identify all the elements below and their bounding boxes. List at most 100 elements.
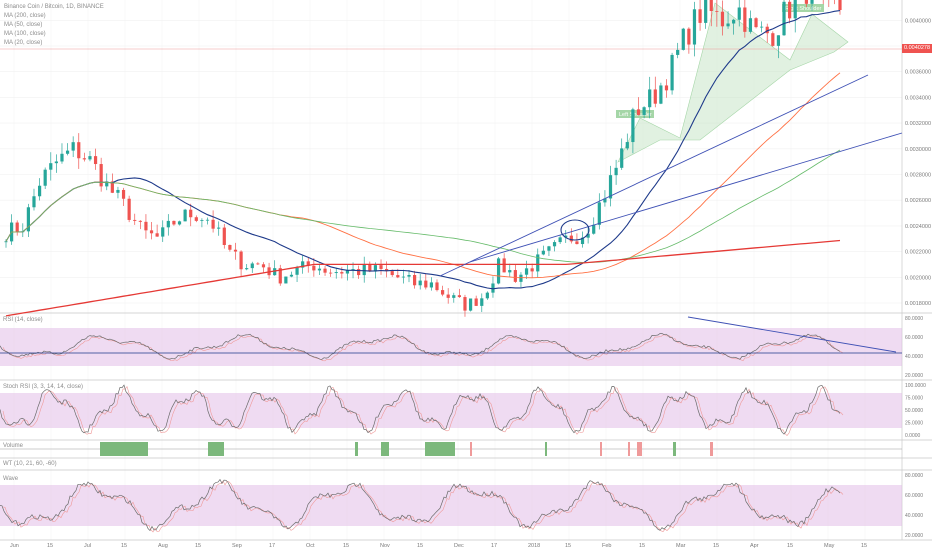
candle-body	[116, 189, 120, 193]
price-tick-label: 0.0028000	[905, 173, 931, 179]
candle-body	[653, 89, 657, 104]
candle-body	[379, 265, 383, 269]
stoch-tick-label: 100.0000	[905, 383, 926, 389]
time-tick-label: 15	[639, 543, 645, 549]
time-tick-label: Oct	[306, 543, 315, 549]
stoch-band	[0, 393, 902, 428]
wave-label: Wave	[3, 476, 19, 482]
candle-body	[704, 0, 708, 23]
ma-50-label: MA (50, close)	[4, 22, 43, 28]
candle-body	[603, 198, 607, 203]
volume-label: Volume	[3, 443, 24, 449]
candle-body	[771, 33, 775, 46]
candle-body	[692, 9, 697, 45]
time-tick-label: 15	[121, 543, 127, 549]
candle-body	[782, 1, 786, 36]
candle-body	[110, 181, 114, 193]
time-tick-label: 15	[861, 543, 867, 549]
stoch-tick-label: 0.0000	[905, 433, 921, 439]
candle-body	[440, 290, 445, 295]
time-tick-label: Feb	[602, 543, 611, 549]
candle-body	[407, 274, 411, 277]
candle-body	[670, 54, 674, 91]
candle-body	[687, 28, 691, 45]
time-tick-label: 17	[491, 543, 497, 549]
candle-body	[228, 245, 232, 250]
candle-body	[149, 230, 154, 234]
time-tick-label: 15	[713, 543, 719, 549]
candle-body	[189, 209, 193, 218]
candle-body	[351, 269, 355, 271]
price-tick-label: 0.0040000	[905, 18, 931, 24]
candle-body	[446, 294, 450, 298]
candle-body	[435, 282, 439, 291]
time-tick-label: Dec	[454, 543, 464, 549]
volume-green-block	[355, 442, 358, 456]
volume-green-block	[425, 442, 455, 456]
rsi-band	[0, 328, 902, 366]
candle-body	[373, 265, 378, 272]
ma-200-label: MA (200, close)	[4, 13, 46, 19]
candle-body	[261, 264, 266, 268]
candle-body	[620, 148, 624, 168]
candle-body	[732, 19, 736, 24]
candle-body	[172, 220, 176, 225]
ma-20-line	[5, 10, 841, 290]
candle-body	[396, 275, 400, 278]
candle-body	[597, 202, 601, 225]
candle-body	[547, 246, 551, 251]
candle-body	[491, 283, 495, 293]
price-tick-label: 0.0034000	[905, 95, 931, 101]
candle-body	[250, 263, 254, 269]
candle-body	[810, 0, 814, 4]
candle-body	[127, 198, 131, 220]
candle-body	[60, 153, 64, 162]
candle-body	[480, 298, 484, 306]
candle-body	[233, 249, 238, 252]
time-tick-label: 2018	[528, 543, 540, 549]
candle-body	[720, 11, 725, 27]
candle-body	[496, 258, 501, 284]
candle-body	[698, 9, 702, 23]
candle-body	[642, 107, 646, 115]
price-tick-label: 0.0018000	[905, 301, 931, 307]
candle-body	[485, 292, 489, 299]
candle-body	[569, 235, 573, 242]
candle-body	[144, 221, 148, 231]
candle-body	[452, 295, 456, 298]
wt-tick-label: 60.0000	[905, 493, 923, 499]
volume-green-block	[208, 442, 224, 456]
candle-body	[334, 272, 338, 274]
left-shoulder-label: Left Shoulder	[619, 112, 652, 118]
candle-body	[524, 268, 529, 275]
wt-label: WT (10, 21, 60, -60)	[3, 461, 57, 467]
last-price-tag: 0.0040278	[902, 44, 932, 53]
candle-body	[88, 156, 92, 160]
price-tick-label: 0.0022000	[905, 250, 931, 256]
candle-body	[776, 35, 781, 46]
right-shoulder-badge	[782, 4, 824, 12]
rsi-label: RSI (14, close)	[3, 317, 43, 323]
candle-body	[564, 235, 568, 238]
candle-body	[105, 181, 109, 187]
candle-body	[385, 268, 389, 272]
candle-body	[709, 0, 713, 12]
candle-body	[614, 167, 618, 176]
candle-body	[592, 224, 596, 234]
candle-body	[15, 222, 19, 232]
candle-body	[418, 280, 422, 286]
candle-body	[37, 185, 42, 197]
candle-body	[4, 241, 8, 243]
candle-body	[536, 254, 540, 272]
candle-body	[99, 164, 103, 187]
candle-body	[278, 268, 282, 284]
time-tick-label: 15	[47, 543, 53, 549]
volume-green-block	[673, 442, 676, 456]
candle-body	[306, 261, 310, 266]
stoch-tick-label: 50.0000	[905, 408, 923, 414]
candle-body	[121, 189, 126, 199]
candle-body	[317, 268, 322, 271]
left-shoulder-badge	[616, 110, 654, 118]
price-tick-label: 0.0036000	[905, 70, 931, 76]
